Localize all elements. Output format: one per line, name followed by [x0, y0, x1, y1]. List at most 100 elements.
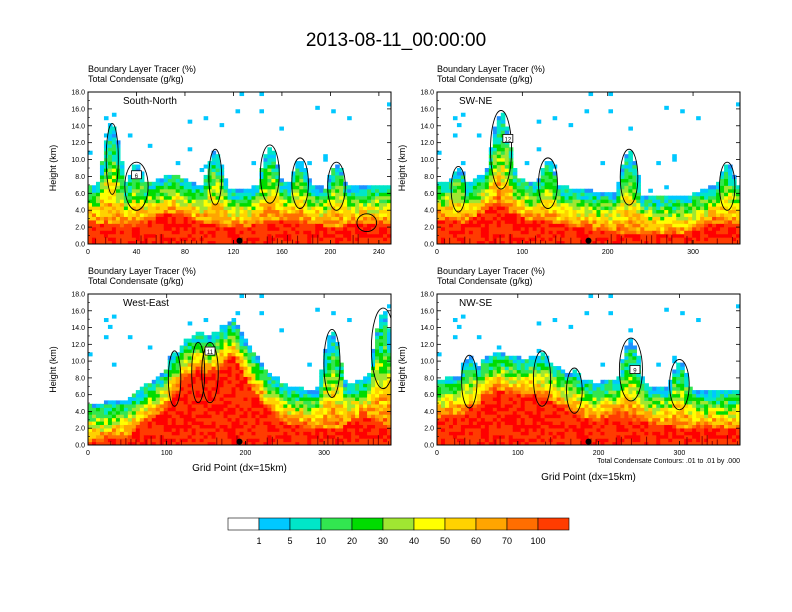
tracer-cell [275, 168, 280, 173]
tracer-cell [371, 376, 376, 381]
tracer-cell [347, 431, 352, 436]
tracer-cell [179, 206, 185, 211]
tracer-cell [111, 133, 117, 138]
tracer-cell [628, 181, 633, 186]
tracer-cell [327, 237, 332, 242]
tracer-cell [311, 240, 316, 244]
tracer-cell [379, 328, 384, 333]
tracer-cell [291, 431, 296, 436]
tracer-cell [223, 230, 229, 235]
tracer-cell [187, 230, 193, 235]
tracer-cell [728, 230, 733, 235]
tracer-cell [147, 230, 153, 235]
tracer-cell [263, 195, 269, 200]
tracer-cell [175, 212, 181, 217]
tracer-cell [335, 407, 340, 412]
tracer-cell [339, 219, 344, 224]
tracer-cell [496, 168, 502, 173]
tracer-cell [215, 240, 221, 244]
tracer-cell [375, 414, 380, 419]
tracer-cell [271, 212, 276, 217]
tracer-cell [163, 216, 169, 221]
tracer-cell [712, 192, 717, 197]
tracer-cell [119, 206, 125, 211]
tracer-cell [323, 233, 328, 238]
tracer-cell [175, 230, 181, 235]
tracer-cell [231, 237, 237, 242]
tracer-cell [103, 178, 109, 183]
tracer-cell [548, 185, 554, 190]
tracer-cell [223, 237, 229, 242]
tracer-cell [716, 199, 721, 204]
tracer-cell [271, 161, 276, 166]
tracer-cell [231, 379, 237, 384]
tracer-cell [452, 230, 458, 235]
tracer-cell [143, 403, 149, 408]
tracer-cell [524, 188, 530, 193]
tracer-cell [632, 237, 637, 242]
tracer-cell [119, 417, 125, 422]
tracer-cell [231, 396, 237, 401]
tracer-cell [504, 233, 510, 238]
tracer-cell [387, 188, 391, 193]
tracer-cell [351, 438, 356, 443]
tracer-cell [452, 116, 458, 121]
header-line-1: Boundary Layer Tracer (%) [88, 64, 196, 74]
tracer-cell [732, 237, 737, 242]
tracer-cell [508, 150, 514, 155]
tracer-cell [279, 202, 284, 207]
tracer-cell [175, 188, 181, 193]
tracer-cell [359, 390, 364, 395]
y-tick-label: 4.0 [75, 208, 85, 215]
tracer-cell [484, 237, 490, 242]
tracer-cell [339, 390, 344, 395]
tracer-cell [251, 390, 257, 395]
tracer-cell [620, 192, 625, 197]
tracer-cell [528, 233, 534, 238]
tracer-cell [95, 230, 101, 235]
tracer-cell [548, 212, 554, 217]
tracer-cell [736, 209, 740, 214]
tracer-cell [383, 219, 388, 224]
tracer-cell [307, 400, 312, 405]
tracer-cell [303, 226, 308, 231]
tracer-cell [151, 414, 157, 419]
tracer-cell [247, 372, 253, 377]
tracer-cell [331, 431, 336, 436]
tracer-cell [251, 230, 257, 235]
tracer-cell [359, 438, 364, 443]
tracer-cell [544, 226, 550, 231]
tracer-cell [227, 431, 233, 436]
tracer-cell [167, 185, 173, 190]
tracer-cell [544, 185, 550, 190]
tracer-cell [504, 206, 510, 211]
tracer-cell [239, 233, 245, 238]
tracer-cell [259, 407, 265, 412]
tracer-cell [387, 230, 391, 235]
tracer-cell [211, 376, 217, 381]
tracer-cell [219, 424, 225, 429]
tracer-cell [203, 379, 209, 384]
tracer-cell [464, 206, 470, 211]
tracer-cell [171, 376, 177, 381]
tracer-cell [688, 209, 693, 214]
tracer-cell [572, 219, 578, 224]
tracer-cell [596, 233, 602, 238]
tracer-cell [291, 438, 296, 443]
tracer-cell [263, 188, 269, 193]
tracer-cell [343, 237, 348, 242]
tracer-cell [323, 240, 328, 244]
tracer-cell [383, 407, 388, 412]
tracer-cell [379, 342, 384, 347]
tracer-cell [303, 434, 308, 439]
tracer-cell [375, 438, 380, 443]
tracer-cell [480, 219, 486, 224]
tracer-cell [119, 188, 125, 193]
tracer-cell [267, 383, 272, 388]
tracer-cell [187, 212, 193, 217]
tracer-cell [311, 431, 316, 436]
tracer-cell [247, 366, 253, 371]
tracer-cell [319, 438, 324, 443]
tracer-cell [307, 230, 312, 235]
tracer-cell [239, 345, 245, 350]
